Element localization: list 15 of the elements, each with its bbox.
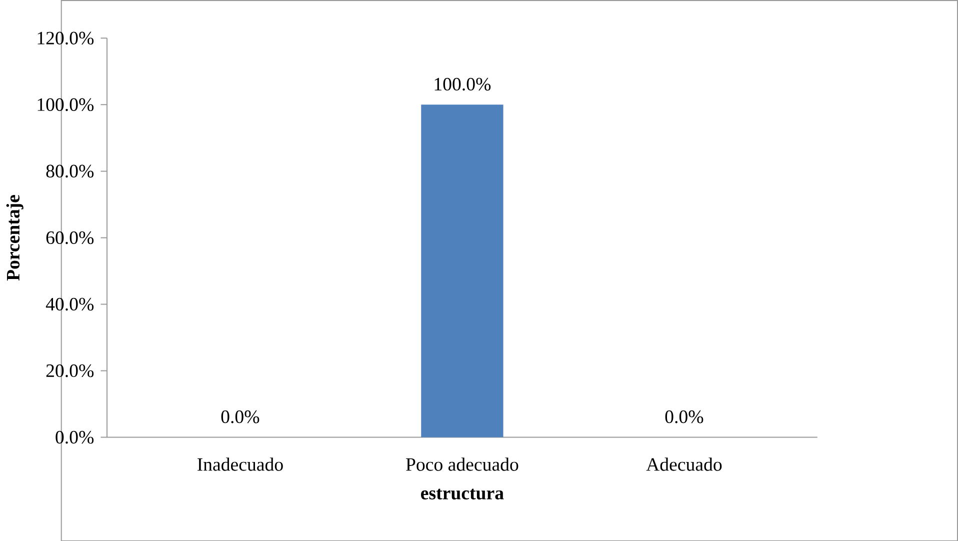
- x-axis-title: estructura: [421, 488, 504, 500]
- data-label: 0.0%: [665, 410, 704, 424]
- data-label: 100.0%: [434, 78, 491, 90]
- x-tick-label: Adecuado: [646, 457, 722, 471]
- y-tick-label: 40.0%: [46, 298, 94, 310]
- y-tick-label: 120.0%: [38, 32, 94, 44]
- y-axis-title: Porcentaje: [6, 194, 24, 280]
- y-tick-label: 20.0%: [46, 364, 94, 378]
- y-tick-label: 0.0%: [56, 430, 94, 444]
- y-tick-label: 60.0%: [46, 231, 94, 244]
- x-tick-label: Poco adecuado: [406, 457, 518, 471]
- x-tick-label: Inadecuado: [198, 457, 283, 471]
- data-label: 0.0%: [221, 410, 260, 424]
- y-tick-label: 100.0%: [38, 98, 94, 111]
- y-tick-label: 80.0%: [46, 164, 94, 178]
